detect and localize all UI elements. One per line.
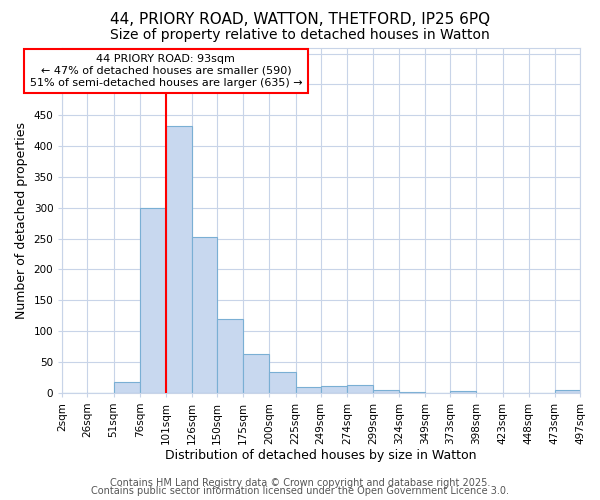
Text: 44, PRIORY ROAD, WATTON, THETFORD, IP25 6PQ: 44, PRIORY ROAD, WATTON, THETFORD, IP25 … xyxy=(110,12,490,28)
Bar xyxy=(296,387,320,393)
Bar xyxy=(192,238,217,393)
Bar xyxy=(451,391,476,393)
Bar xyxy=(113,382,140,393)
Bar xyxy=(217,320,243,393)
Bar xyxy=(320,386,347,393)
Text: 44 PRIORY ROAD: 93sqm
← 47% of detached houses are smaller (590)
51% of semi-det: 44 PRIORY ROAD: 93sqm ← 47% of detached … xyxy=(29,54,302,88)
Bar xyxy=(347,386,373,393)
Text: Size of property relative to detached houses in Watton: Size of property relative to detached ho… xyxy=(110,28,490,42)
Bar xyxy=(269,372,296,393)
Bar xyxy=(373,390,399,393)
Text: Contains public sector information licensed under the Open Government Licence 3.: Contains public sector information licen… xyxy=(91,486,509,496)
Bar xyxy=(243,354,269,393)
Bar xyxy=(166,126,192,393)
X-axis label: Distribution of detached houses by size in Watton: Distribution of detached houses by size … xyxy=(166,450,477,462)
Y-axis label: Number of detached properties: Number of detached properties xyxy=(15,122,28,318)
Bar xyxy=(399,392,425,393)
Bar xyxy=(140,208,166,393)
Bar xyxy=(555,390,580,393)
Text: Contains HM Land Registry data © Crown copyright and database right 2025.: Contains HM Land Registry data © Crown c… xyxy=(110,478,490,488)
